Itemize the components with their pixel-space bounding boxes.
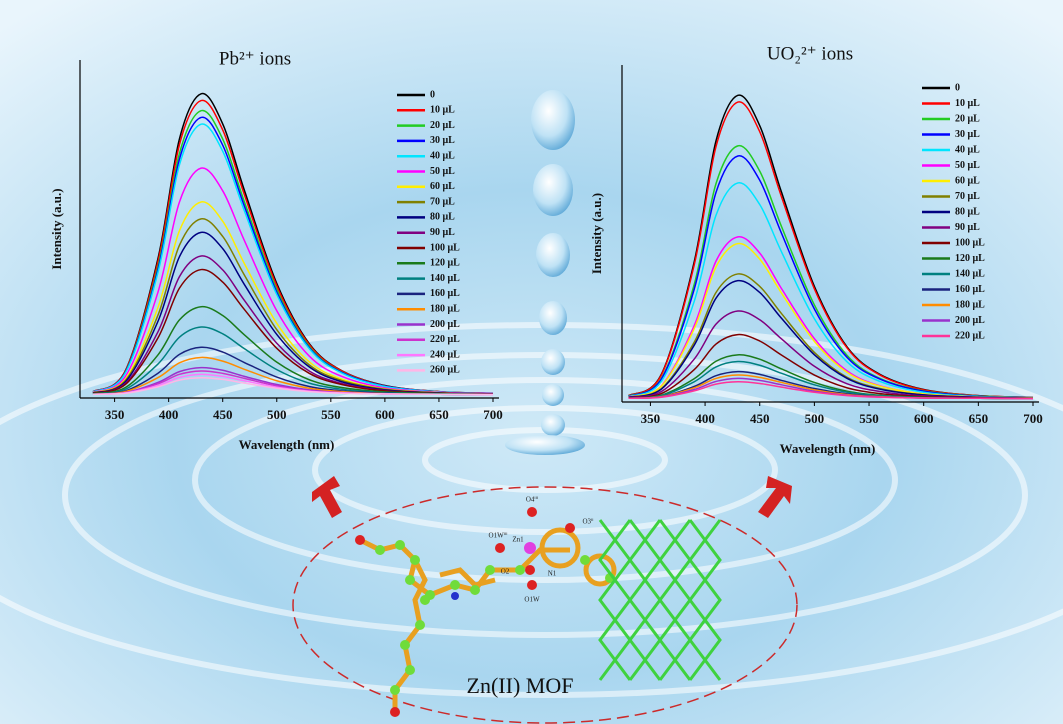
x-tick-label: 500	[805, 411, 825, 426]
legend-label: 10 μL	[430, 105, 455, 116]
legend-label: 0	[430, 89, 435, 100]
legend-label: 0	[955, 82, 960, 93]
chart-title: UO₂²⁺ ions	[767, 43, 853, 64]
atom-label: O2	[501, 568, 510, 576]
chart-title: Pb²⁺ ions	[219, 48, 291, 69]
x-tick-label: 700	[483, 407, 503, 422]
legend-label: 260 μL	[430, 365, 460, 376]
legend-label: 120 μL	[430, 258, 460, 269]
legend-label: 30 μL	[955, 129, 980, 140]
x-tick-label: 500	[267, 407, 287, 422]
legend-label: 70 μL	[430, 196, 455, 207]
legend-label: 100 μL	[430, 242, 460, 253]
legend-label: 180 μL	[955, 299, 985, 310]
legend-label: 180 μL	[430, 303, 460, 314]
y-axis-label: Intensity (a.u.)	[589, 193, 604, 274]
atom-label: O1W	[524, 596, 540, 604]
legend-label: 120 μL	[955, 253, 985, 264]
legend-label: 60 μL	[430, 181, 455, 192]
atom-label: O4ⁱⁱⁱ	[526, 496, 538, 504]
atom-label: N1	[548, 570, 557, 578]
legend-label: 50 μL	[955, 160, 980, 171]
x-tick-label: 600	[914, 411, 934, 426]
x-tick-label: 450	[750, 411, 770, 426]
nitrogen-atom	[451, 592, 459, 600]
legend-label: 80 μL	[430, 212, 455, 223]
x-tick-label: 450	[213, 407, 233, 422]
legend-label: 20 μL	[430, 120, 455, 131]
x-tick-label: 550	[859, 411, 879, 426]
legend-label: 90 μL	[430, 227, 455, 238]
page: Zn(II) MOF O4ⁱⁱⁱ O1Wⁱⁱⁱ Zn1 O3ⁱⁱ O2 N1 O1W 350 4…	[0, 0, 1063, 724]
x-tick-label: 400	[159, 407, 179, 422]
legend-label: 200 μL	[430, 319, 460, 330]
legend-label: 220 μL	[955, 330, 985, 341]
legend-label: 160 μL	[955, 284, 985, 295]
legend-label: 80 μL	[955, 206, 980, 217]
legend-label: 20 μL	[955, 113, 980, 124]
atom-label: O1Wⁱⁱⁱ	[489, 532, 508, 540]
atom-label: O3ⁱⁱ	[582, 518, 593, 526]
x-tick-label: 600	[375, 407, 395, 422]
x-tick-label: 350	[105, 407, 125, 422]
x-axis-label: Wavelength (nm)	[780, 441, 876, 456]
x-tick-label: 700	[1023, 411, 1043, 426]
x-axis-label: Wavelength (nm)	[239, 437, 335, 452]
x-tick-label: 400	[695, 411, 715, 426]
graphic: Zn(II) MOF O4ⁱⁱⁱ O1Wⁱⁱⁱ Zn1 O3ⁱⁱ O2 N1 O1W 350 4…	[0, 0, 1063, 724]
legend-label: 40 μL	[430, 150, 455, 161]
legend-label: 50 μL	[430, 166, 455, 177]
mof-label: Zn(II) MOF	[467, 673, 574, 698]
zinc-atom	[524, 542, 536, 554]
legend-label: 240 μL	[430, 349, 460, 360]
x-tick-label: 650	[969, 411, 989, 426]
legend-label: 160 μL	[430, 288, 460, 299]
legend-label: 140 μL	[430, 273, 460, 284]
legend-label: 140 μL	[955, 268, 985, 279]
x-tick-label: 650	[429, 407, 449, 422]
y-axis-label: Intensity (a.u.)	[49, 188, 64, 269]
legend-label: 90 μL	[955, 222, 980, 233]
legend-label: 200 μL	[955, 315, 985, 326]
legend-label: 30 μL	[430, 135, 455, 146]
atom-label: Zn1	[512, 536, 524, 544]
legend-label: 10 μL	[955, 98, 980, 109]
legend-label: 40 μL	[955, 144, 980, 155]
x-tick-label: 350	[641, 411, 661, 426]
legend-label: 220 μL	[430, 334, 460, 345]
legend-label: 100 μL	[955, 237, 985, 248]
legend-label: 70 μL	[955, 191, 980, 202]
legend-label: 60 μL	[955, 175, 980, 186]
x-tick-label: 550	[321, 407, 341, 422]
